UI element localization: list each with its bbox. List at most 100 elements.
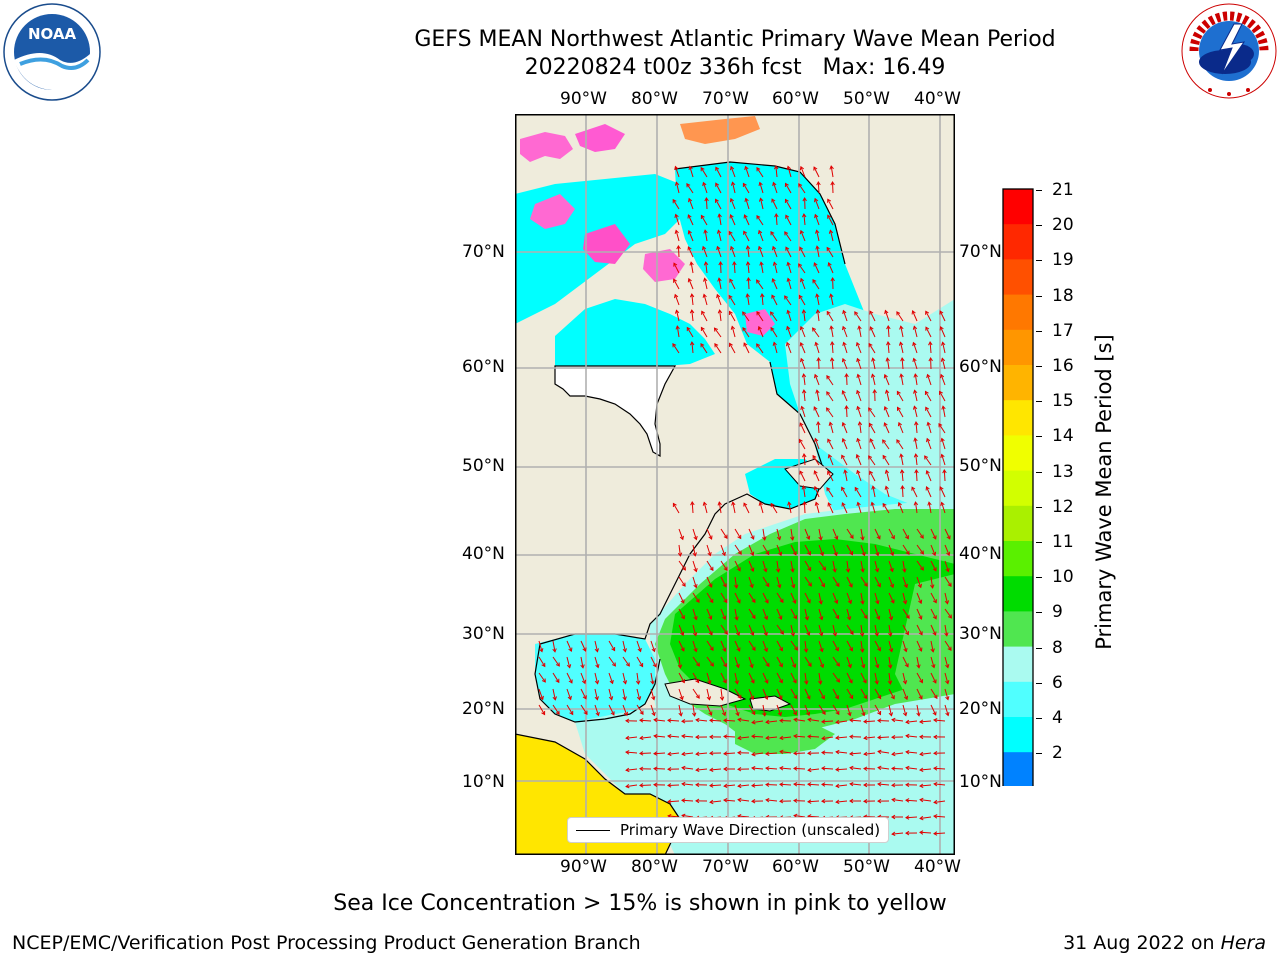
wave-arrow-head bbox=[829, 165, 834, 170]
wave-arrow bbox=[841, 487, 848, 498]
wave-arrow bbox=[888, 608, 893, 620]
wave-arrow-head bbox=[773, 165, 779, 170]
wave-arrow-head bbox=[945, 567, 950, 573]
wave-arrow-head bbox=[708, 711, 713, 716]
wave-arrow bbox=[678, 608, 685, 619]
wave-arrow bbox=[770, 327, 778, 338]
colorbar-tick-label: 9 bbox=[1052, 602, 1063, 623]
wave-arrow bbox=[718, 502, 722, 514]
wave-arrow-head bbox=[911, 309, 916, 315]
wave-arrow-head bbox=[905, 765, 910, 771]
wave-arrow bbox=[793, 783, 806, 786]
wave-arrow-head bbox=[756, 310, 761, 316]
wave-arrow-head bbox=[778, 695, 783, 700]
wave-arrow bbox=[919, 831, 932, 834]
wave-arrow-head bbox=[751, 598, 756, 604]
wave-arrow-head bbox=[723, 734, 728, 739]
wave-arrow bbox=[625, 751, 638, 754]
lon-label-bottom: 50°W bbox=[843, 857, 890, 877]
wave-arrow bbox=[730, 246, 736, 258]
wave-arrow bbox=[869, 438, 876, 450]
wave-arrow bbox=[828, 262, 834, 274]
wave-arrow-head bbox=[849, 551, 853, 556]
wave-arrow bbox=[639, 784, 652, 786]
wave-arrow-head bbox=[736, 647, 741, 652]
wave-arrow-head bbox=[905, 815, 910, 820]
wave-arrow-head bbox=[745, 245, 751, 250]
wave-arrow-head bbox=[884, 469, 890, 474]
wave-arrow-head bbox=[681, 751, 686, 757]
wave-arrow bbox=[850, 767, 862, 770]
wave-arrow bbox=[877, 736, 890, 739]
wave-arrow-head bbox=[792, 679, 797, 684]
wave-arrow bbox=[786, 326, 792, 338]
wave-arrow-head bbox=[743, 230, 748, 235]
wave-arrow bbox=[818, 624, 823, 636]
wave-arrow-head bbox=[818, 680, 823, 685]
wave-arrow bbox=[692, 576, 697, 588]
wave-arrow bbox=[723, 719, 736, 722]
wave-arrow-head bbox=[826, 310, 831, 316]
wave-arrow-head bbox=[820, 583, 825, 588]
wave-arrow bbox=[668, 815, 680, 818]
wave-arrow-head bbox=[888, 648, 894, 653]
wave-arrow bbox=[944, 528, 951, 540]
wave-arrow bbox=[930, 624, 937, 636]
wave-arrow bbox=[706, 544, 711, 556]
wave-arrow bbox=[846, 688, 854, 699]
wave-arrow bbox=[860, 656, 865, 668]
wave-arrow bbox=[914, 374, 918, 386]
wave-arrow-head bbox=[862, 679, 867, 684]
wave-arrow-head bbox=[855, 341, 861, 347]
wave-arrow-head bbox=[877, 798, 882, 804]
wave-arrow bbox=[689, 166, 694, 178]
wave-arrow bbox=[818, 592, 822, 604]
wave-arrow bbox=[892, 832, 904, 835]
wave-arrow bbox=[919, 768, 932, 771]
wave-arrow-head bbox=[625, 767, 630, 773]
wave-arrow-head bbox=[700, 342, 705, 348]
wave-arrow-head bbox=[814, 197, 819, 203]
wave-arrow bbox=[678, 576, 686, 587]
wave-arrow-head bbox=[651, 696, 656, 701]
wave-arrow bbox=[857, 438, 862, 450]
wave-arrow-head bbox=[786, 277, 791, 282]
wave-arrow-head bbox=[877, 735, 882, 740]
wave-arrow bbox=[929, 341, 932, 354]
wave-arrow-head bbox=[891, 797, 896, 803]
wave-arrow-head bbox=[902, 568, 907, 573]
wave-arrow bbox=[836, 784, 848, 787]
wave-arrow bbox=[675, 230, 680, 242]
wave-arrow-head bbox=[816, 357, 821, 362]
wave-arrow bbox=[706, 592, 714, 603]
wave-arrow bbox=[748, 528, 755, 540]
wave-arrow-head bbox=[925, 310, 930, 315]
wave-arrow bbox=[734, 592, 741, 604]
wave-arrow-head bbox=[876, 535, 881, 540]
wave-arrow-head bbox=[568, 647, 573, 652]
wave-arrow bbox=[832, 560, 836, 572]
wave-arrow bbox=[775, 166, 778, 178]
wave-arrow bbox=[804, 672, 808, 684]
wave-arrow-head bbox=[860, 536, 865, 541]
wave-arrow-head bbox=[944, 632, 949, 637]
wave-arrow bbox=[829, 422, 834, 434]
wave-arrow bbox=[900, 342, 904, 354]
wave-arrow-head bbox=[884, 309, 889, 315]
wave-arrow-head bbox=[681, 765, 686, 771]
wave-arrow-head bbox=[786, 325, 791, 331]
wave-arrow-head bbox=[868, 342, 873, 348]
wave-arrow bbox=[860, 624, 863, 636]
wave-arrow bbox=[860, 544, 865, 556]
wave-arrow-head bbox=[829, 325, 834, 330]
wave-arrow bbox=[706, 624, 713, 636]
wave-arrow-head bbox=[834, 647, 839, 652]
lat-label-right: 30°N bbox=[959, 624, 1002, 644]
wave-arrow bbox=[793, 767, 806, 770]
wave-arrow bbox=[691, 342, 694, 354]
wave-arrow bbox=[720, 624, 728, 635]
wave-arrow bbox=[860, 608, 868, 619]
sea-ice-patch bbox=[520, 132, 573, 162]
wave-arrow bbox=[900, 454, 904, 466]
wave-arrow bbox=[818, 357, 820, 370]
